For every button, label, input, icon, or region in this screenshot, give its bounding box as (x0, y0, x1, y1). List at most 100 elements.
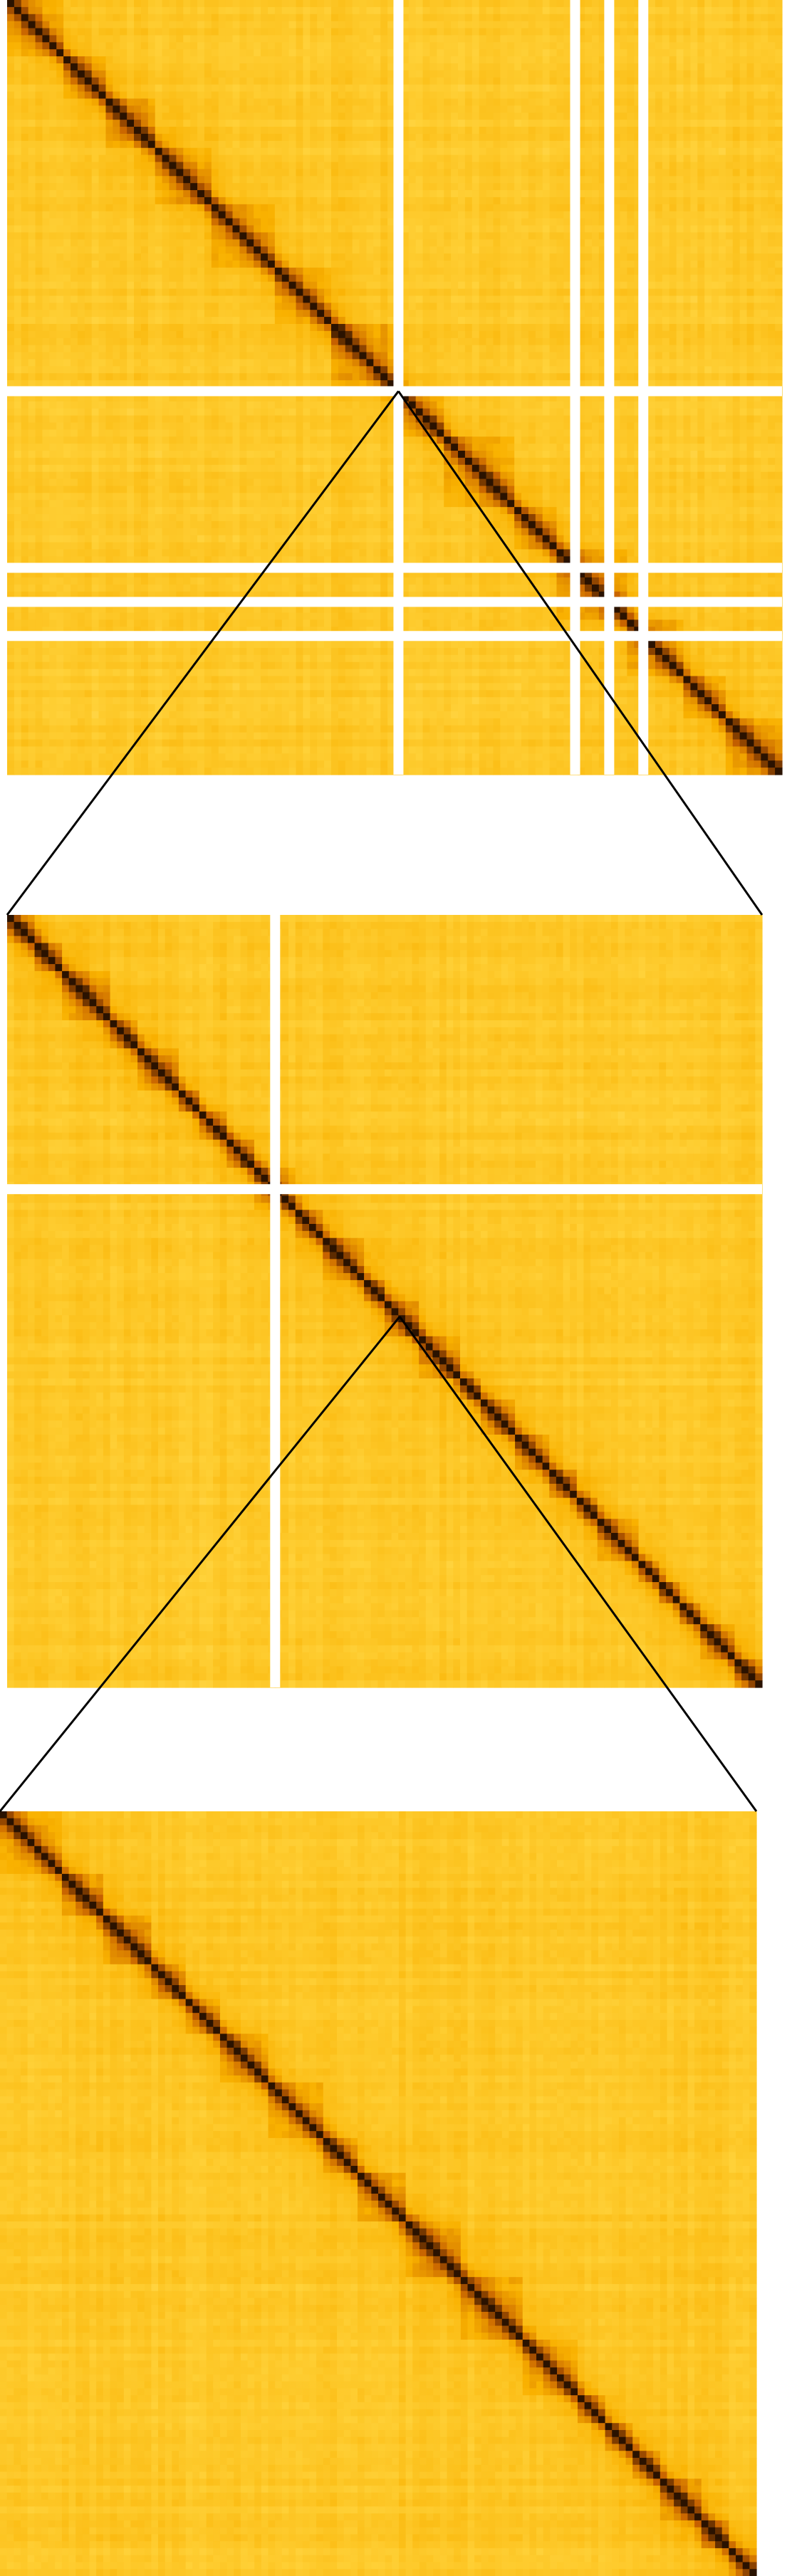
heatmap-cell (232, 239, 240, 247)
heatmap-cell (310, 21, 318, 29)
heatmap-cell (366, 260, 374, 268)
heatmap-cell (648, 112, 656, 120)
heatmap-cell (627, 253, 635, 261)
heatmap-cell (408, 21, 417, 29)
heatmap-cell (754, 288, 761, 297)
heatmap-cell (71, 91, 78, 100)
heatmap-cell (127, 6, 135, 15)
heatmap-cell (556, 98, 564, 106)
heatmap-cell (56, 232, 64, 240)
heatmap-cell (746, 190, 755, 198)
heatmap-cell (21, 232, 29, 240)
heatmap-cell (500, 155, 508, 163)
heatmap-cell (35, 218, 43, 226)
heatmap-cell (296, 14, 304, 22)
heatmap-cell (21, 127, 29, 135)
heatmap-cell (56, 260, 64, 268)
heatmap-cell (521, 246, 529, 254)
heatmap-cell (451, 98, 459, 106)
heatmap-cell (542, 155, 551, 163)
heatmap-cell (232, 63, 240, 71)
heatmap-cell (627, 267, 635, 276)
heatmap-cell (732, 112, 741, 120)
heatmap-cell (120, 295, 127, 303)
heatmap-cell (140, 303, 149, 310)
heatmap-cell (120, 267, 127, 276)
heatmap-cell (35, 197, 43, 205)
heatmap-cell (91, 232, 100, 240)
heatmap-cell (697, 176, 705, 184)
heatmap-cell (521, 274, 529, 283)
heatmap-cell (330, 98, 339, 106)
heatmap-cell (366, 176, 374, 184)
heatmap-cell (401, 56, 410, 64)
heatmap-cell (35, 91, 43, 100)
heatmap-cell (254, 295, 261, 303)
heatmap-cell (127, 295, 135, 303)
heatmap-cell (232, 56, 240, 64)
heatmap-cell (415, 42, 424, 50)
heatmap-cell (415, 225, 424, 233)
heatmap-cell (669, 253, 677, 261)
heatmap-cell (225, 6, 234, 15)
heatmap-cell (486, 21, 494, 29)
heatmap-cell (775, 42, 783, 50)
heatmap-cell (471, 21, 480, 29)
heatmap-cell (91, 147, 100, 156)
heatmap-cell (98, 120, 107, 127)
heatmap-cell (77, 49, 85, 57)
heatmap-cell (387, 112, 395, 120)
heatmap-cell (98, 267, 107, 276)
heatmap-cell (683, 225, 692, 233)
heatmap-cell (246, 169, 254, 177)
heatmap-cell (7, 246, 15, 254)
heatmap-cell (676, 246, 684, 254)
heatmap-cell (147, 28, 156, 36)
heatmap-cell (296, 274, 304, 283)
heatmap-cell (317, 70, 325, 78)
heatmap-cell (56, 211, 64, 219)
heatmap-cell (105, 176, 113, 184)
heatmap-cell (303, 197, 311, 205)
heatmap-cell (754, 232, 761, 240)
heatmap-cell (669, 56, 677, 64)
heatmap-cell (239, 218, 247, 226)
heatmap-cell (458, 105, 466, 113)
heatmap-cell (690, 49, 698, 57)
heatmap-cell (683, 91, 692, 100)
heatmap-cell (366, 274, 374, 283)
heatmap-cell (563, 35, 571, 43)
heatmap-cell (155, 232, 163, 240)
heatmap-cell (704, 211, 712, 219)
heatmap-cell (591, 91, 600, 100)
heatmap-cell (296, 169, 304, 177)
heatmap-cell (303, 253, 311, 261)
heatmap-cell (401, 310, 410, 318)
heatmap-cell (627, 91, 635, 100)
heatmap-cell (98, 105, 107, 113)
heatmap-cell (317, 127, 325, 135)
heatmap-cell (528, 6, 536, 15)
heatmap-cell (246, 204, 254, 212)
heatmap-cell (620, 6, 627, 15)
heatmap-cell (429, 155, 437, 163)
heatmap-cell (690, 127, 698, 135)
heatmap-cell (338, 133, 346, 142)
heatmap-cell (613, 260, 621, 268)
heatmap-cell (71, 197, 78, 205)
heatmap-cell (338, 77, 346, 85)
heatmap-cell (345, 42, 353, 50)
heatmap-cell (28, 274, 36, 283)
heatmap-cell (274, 77, 283, 85)
heatmap-cell (669, 288, 677, 297)
heatmap-cell (739, 120, 748, 127)
heatmap-cell (620, 267, 627, 276)
heatmap-cell (746, 77, 755, 85)
heatmap-cell (261, 14, 269, 22)
heatmap-cell (380, 98, 388, 106)
heatmap-cell (634, 42, 642, 50)
heatmap-cell (634, 21, 642, 29)
heatmap-cell (542, 147, 551, 156)
heatmap-cell (98, 225, 107, 233)
heatmap-cell (471, 77, 480, 85)
